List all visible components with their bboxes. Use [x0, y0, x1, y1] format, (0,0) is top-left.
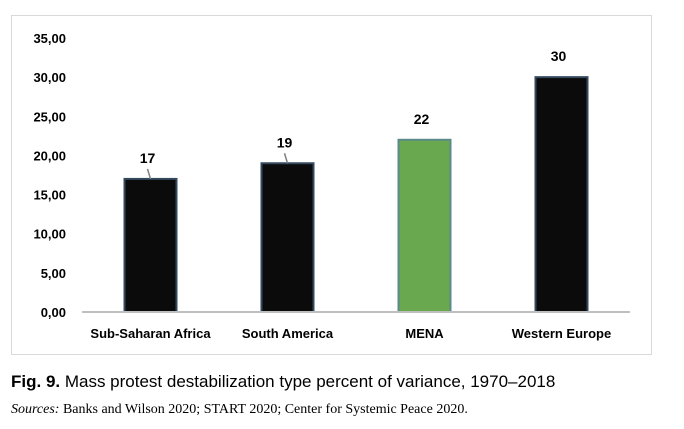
sources-label: Sources: [11, 402, 60, 417]
data-labels: 17 19 22 30 [140, 48, 567, 166]
data-label-leader [283, 153, 289, 164]
bar [534, 76, 589, 314]
y-tick-label: 10,00 [33, 227, 66, 242]
bar [123, 177, 178, 313]
y-tick-label: 5,00 [41, 266, 66, 281]
sources-line: Sources: Banks and Wilson 2020; START 20… [11, 402, 676, 418]
y-axis-ticks: 0,00 5,00 10,00 15,00 20,00 25,00 30,00 35,00 [33, 31, 66, 320]
data-label: 22 [414, 111, 430, 127]
bars [123, 76, 589, 314]
data-label-leader [146, 168, 152, 180]
category-label: Sub-Saharan Africa [90, 326, 211, 341]
y-tick-label: 35,00 [33, 31, 66, 46]
y-tick-label: 0,00 [41, 305, 66, 320]
category-label: South America [242, 326, 334, 341]
sources-text: Banks and Wilson 2020; START 2020; Cente… [59, 402, 468, 417]
category-label: MENA [405, 326, 444, 341]
data-label: 30 [551, 48, 567, 64]
figure-number: Fig. 9. [11, 372, 61, 391]
y-tick-label: 30,00 [33, 70, 66, 85]
bar [397, 138, 452, 314]
caption-text: Mass protest destabilization type percen… [60, 372, 556, 391]
chart-frame: 0,00 5,00 10,00 15,00 20,00 25,00 30,00 35,00 1… [11, 15, 652, 355]
y-tick-label: 25,00 [33, 109, 66, 124]
category-label: Western Europe [512, 326, 611, 341]
y-tick-label: 15,00 [33, 188, 66, 203]
data-label-leaders [146, 153, 289, 180]
data-label: 19 [277, 134, 293, 150]
category-labels: Sub-Saharan Africa South America MENA Weste… [90, 326, 611, 341]
y-tick-label: 20,00 [33, 148, 66, 163]
figure-caption: Fig. 9. Mass protest destabilization typ… [11, 372, 676, 392]
data-label: 17 [140, 150, 156, 166]
bar [260, 162, 315, 313]
bar-chart: 0,00 5,00 10,00 15,00 20,00 25,00 30,00 35,00 1… [33, 31, 630, 341]
